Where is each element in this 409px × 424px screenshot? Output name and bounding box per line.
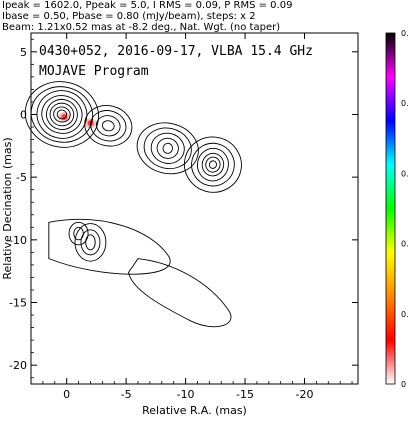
colorbar-gradient-bar <box>385 32 396 385</box>
contour-knot-2 <box>143 127 192 170</box>
header-block: Ipeak = 1602.0, Ppeak = 5.0, I RMS = 0.0… <box>2 0 407 33</box>
x-axis-title: Relative R.A. (mas) <box>142 404 247 417</box>
contour-core <box>30 86 94 143</box>
contour-core <box>46 98 78 130</box>
contour-knot-3 <box>183 136 242 193</box>
contour-knot-2 <box>150 132 185 164</box>
contour-layer <box>24 81 242 328</box>
y-tick-label: 5 <box>20 46 27 59</box>
y-tick-label: -5 <box>16 171 27 184</box>
contour-knot-3 <box>201 152 225 177</box>
plot-subtitle: MOJAVE Program <box>39 64 149 79</box>
header-line-3: Beam: 1.21x0.52 mas at -8.2 deg., Nat. W… <box>2 22 281 33</box>
x-tick-label: -10 <box>177 388 195 401</box>
pol-envelope-outer <box>128 258 232 328</box>
contour-knot-1 <box>84 105 133 147</box>
contour-knot-1 <box>90 110 127 142</box>
axis-layer: 0 -5 -10 -15 -20 5 0 -5 -10 -15 -20 <box>9 33 358 401</box>
contour-knot-3 <box>196 147 229 182</box>
y-tick-label: -10 <box>9 234 27 247</box>
contour-core <box>49 102 75 127</box>
colorbar-tick-label: 0.1 <box>401 310 409 319</box>
contour-knot-3 <box>205 156 221 173</box>
pol-contour-pol-knot-b <box>73 226 84 241</box>
y-axis-title: Relative Decination (mas) <box>1 137 14 279</box>
contour-core <box>56 109 68 120</box>
plot-frame <box>30 32 359 385</box>
y-tick-label: -20 <box>9 359 27 372</box>
contour-knot-1 <box>96 115 121 137</box>
plot-border <box>30 32 359 385</box>
contour-knot-2 <box>136 122 199 175</box>
contour-core <box>24 81 99 148</box>
x-tick-label: -5 <box>121 388 132 401</box>
colorbar-tick-label: 0.3 <box>401 169 409 178</box>
x-tick-label: -20 <box>296 388 314 401</box>
colorbar-tick-label: 0.2 <box>401 240 409 249</box>
contour-knot-3 <box>208 160 217 169</box>
contour-core <box>36 90 88 139</box>
colorbar-tick-label: 0 <box>401 380 406 389</box>
contour-knot-3 <box>191 142 235 187</box>
pol-intensity-peak <box>61 113 68 120</box>
contour-core <box>41 95 83 134</box>
pol-envelope-inner <box>48 219 171 275</box>
pol-contour-pol-knot-b <box>68 221 89 246</box>
x-tick-label: -15 <box>236 388 254 401</box>
y-tick-label: 0 <box>20 108 27 121</box>
pol-contour-pol-knot-a <box>85 234 96 251</box>
header-line-2: Ibase = 0.50, Pbase = 0.80 (mJy/beam), s… <box>2 11 256 22</box>
contour-core <box>53 106 71 123</box>
plot-title: 0430+052, 2016-09-17, VLBA 15.4 GHz <box>39 44 313 59</box>
contour-knot-1 <box>101 120 115 132</box>
contour-knot-2 <box>162 142 173 154</box>
pol-contour-pol-knot-a <box>80 229 101 256</box>
colorbar-tick-label: 0.5 <box>401 29 409 38</box>
header-line-1: Ipeak = 1602.0, Ppeak = 5.0, I RMS = 0.0… <box>2 0 293 11</box>
contour-knot-2 <box>156 137 179 159</box>
colorbar-tick-label: 0.4 <box>401 99 409 108</box>
x-tick-label: 0 <box>63 388 70 401</box>
colorbar: 0 0.1 0.2 0.3 0.4 0.5 <box>385 29 409 389</box>
y-tick-label: -15 <box>9 297 27 310</box>
pol-contour-pol-knot-a <box>74 223 107 262</box>
